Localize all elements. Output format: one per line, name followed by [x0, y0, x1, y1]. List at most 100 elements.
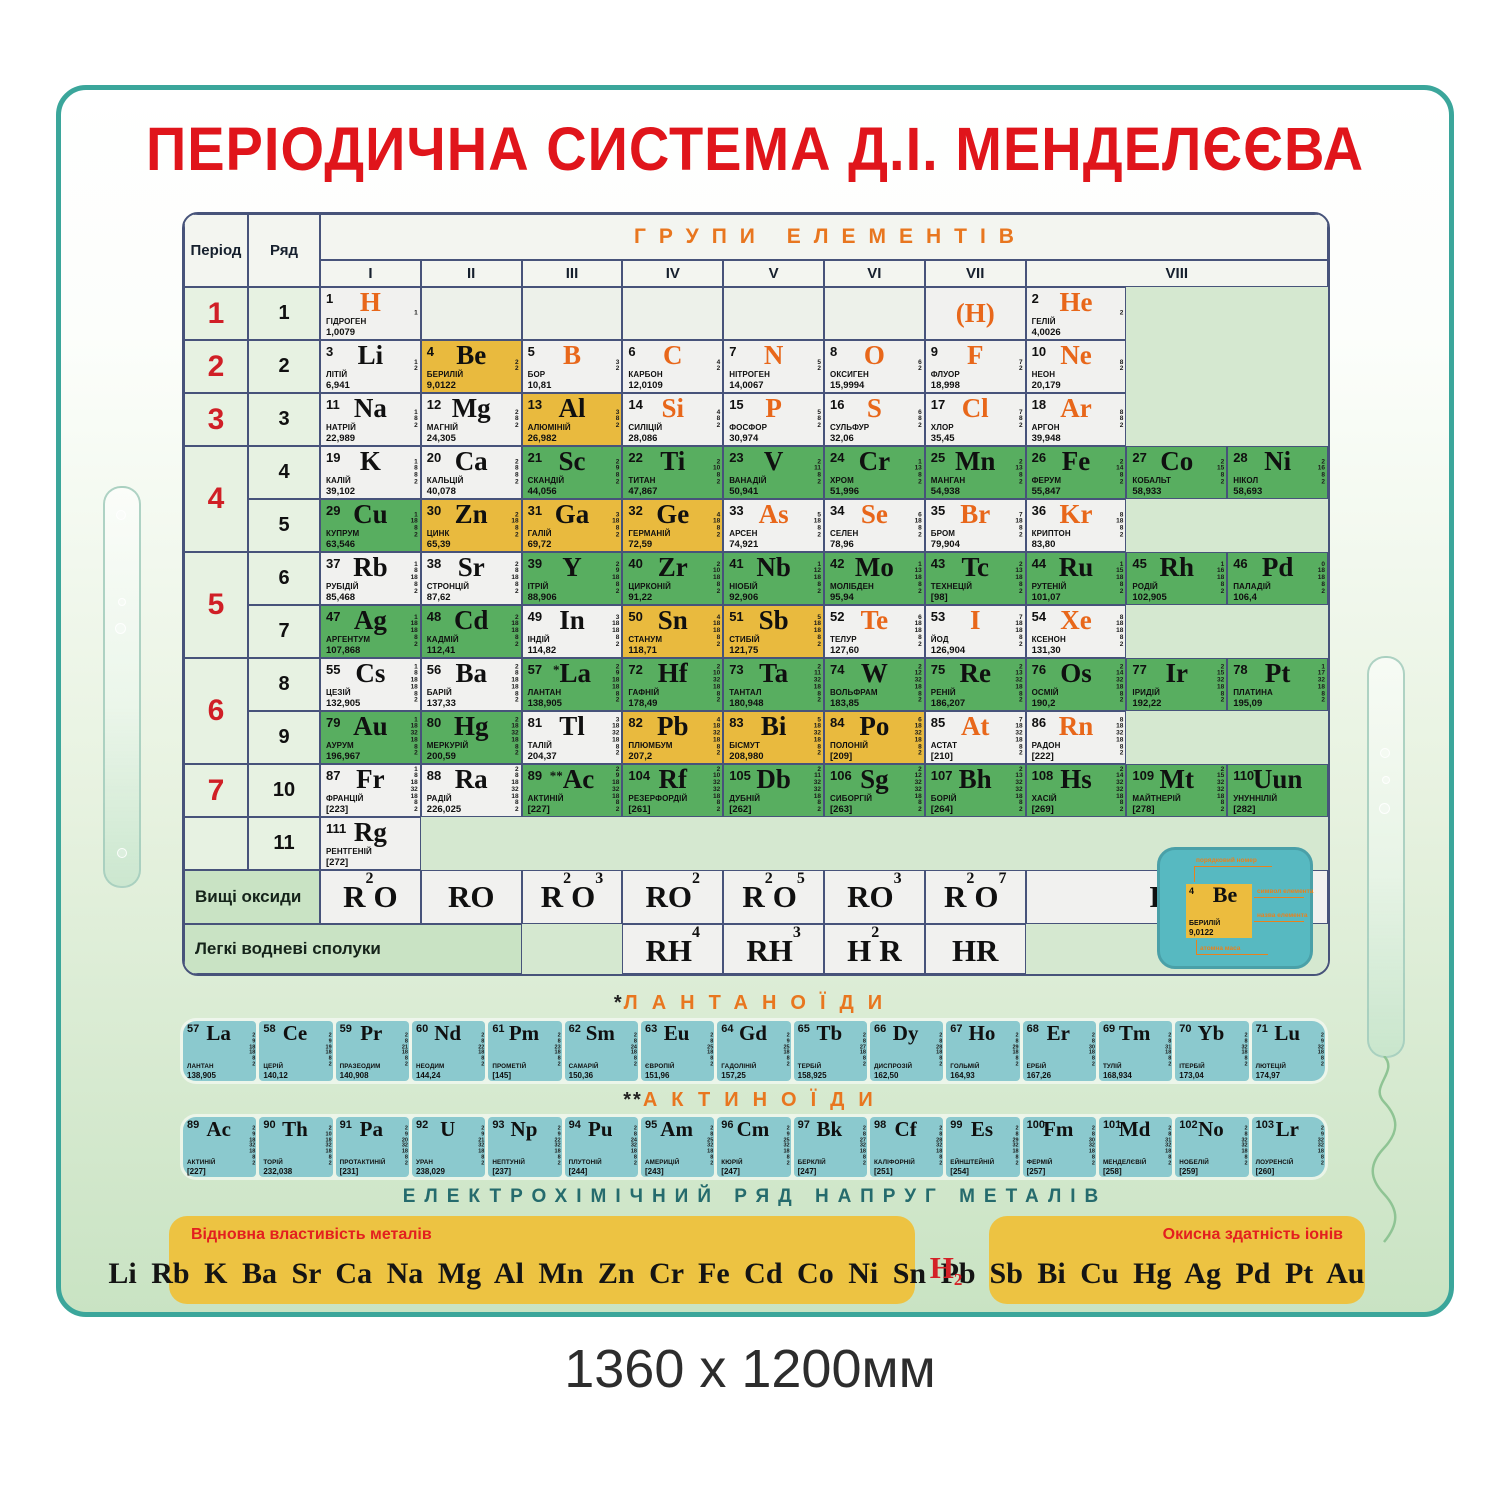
atomic-number: 23	[729, 450, 744, 465]
element-name: АРГОН	[1031, 423, 1060, 432]
element-cell-he: 2 He ГЕЛІЙ 4,0026 2	[1025, 287, 1127, 340]
lanthanide-cell-gd: 64 Gd ГАДОЛІНІЙ 157,25 2 9 25 18 8 2	[717, 1021, 791, 1081]
atomic-number: 81	[527, 715, 543, 730]
atomic-mass: [247]	[721, 1167, 740, 1176]
background-area	[1126, 605, 1328, 658]
element-name: ВАНАДІЙ	[729, 476, 767, 485]
element-cell-pd: 46 Pd ПАЛАДІЙ 106,4 0 18 18 8 2	[1227, 552, 1328, 605]
atomic-mass: [264]	[930, 804, 953, 815]
electron-shells: 2 14 8 2	[1116, 457, 1124, 486]
atomic-mass: 157,25	[721, 1071, 746, 1080]
atomic-mass: 200,59	[426, 751, 456, 762]
element-symbol: Hf	[657, 658, 688, 688]
atomic-mass: 208,980	[729, 751, 764, 762]
legend-line	[1196, 954, 1268, 955]
element-name: ІТЕРБІЙ	[1179, 1063, 1205, 1070]
atomic-mass: 138,905	[527, 698, 562, 709]
element-symbol: Po	[859, 711, 890, 741]
element-symbol: Hs	[1060, 764, 1092, 794]
element-symbol: Rg	[353, 817, 387, 847]
element-symbol: Zr	[657, 552, 688, 582]
atomic-number: 2	[1031, 291, 1039, 306]
hydride-formula-2: RH 3	[723, 924, 824, 974]
electron-shells: 1 8 18 32 18 8 2	[410, 765, 418, 814]
atomic-number: 105	[729, 768, 751, 783]
atomic-number: 5	[527, 344, 535, 359]
empty-cell	[622, 287, 724, 340]
atomic-number: 108	[1031, 768, 1054, 783]
electro-left-series: Li Rb K Ba Sr Ca Na Mg Al Mn Zn Cr Fe Cd…	[108, 1257, 976, 1290]
atomic-number: 6	[628, 344, 636, 359]
element-symbol: Pm	[508, 1021, 540, 1045]
element-cell-b: 5 B БОР 10,81 3 2	[521, 340, 623, 393]
element-cell-co: 27 Co КОБАЛЬТ 58,933 2 15 8 2	[1126, 446, 1228, 499]
element-cell-se: 34 Se СЕЛЕН 78,96 6 18 8 2	[824, 499, 925, 552]
element-cell-as: 33 As АРСЕН 74,921 5 18 8 2	[723, 499, 824, 552]
element-symbol: At	[960, 711, 990, 741]
actinide-cell-md: 101 Md МЕНДЕЛЄВІЙ [258] 2 8 31 32 18 8 2	[1098, 1117, 1173, 1177]
element-symbol: As	[758, 499, 789, 529]
element-name: БІСМУТ	[729, 741, 760, 750]
atomic-mass: [244]	[568, 1167, 588, 1176]
element-symbol: Ta	[759, 658, 789, 688]
electron-shells: 1 18 8 2	[410, 510, 418, 539]
lanthanide-cell-pr: 59 Pr ПРАЗЕОДИМ 140,908 2 8 21 18 8 2	[335, 1021, 409, 1081]
atomic-mass: 39,102	[326, 486, 356, 497]
element-cell-ne: 10 Ne НЕОН 20,179 8 2	[1025, 340, 1127, 393]
element-symbol: Ti	[660, 446, 686, 476]
element-name: ПЛАТИНА	[1233, 688, 1273, 697]
atomic-mass: 78,96	[830, 539, 854, 550]
electron-shells: 2 10 18 8 2	[712, 560, 721, 595]
element-name: РЕЗЕРФОРДІЙ	[628, 794, 688, 803]
element-symbol: Lr	[1275, 1117, 1299, 1141]
atomic-mass: 44,056	[527, 486, 557, 497]
element-name: СТИБІЙ	[729, 635, 760, 644]
atomic-mass: 138,905	[187, 1071, 216, 1080]
electron-shells: 2 8 18 18 8 2	[511, 663, 519, 705]
electron-shells: 2 9 18 32 18 8 2	[612, 765, 620, 814]
hydrogen-compounds-label: Легкі водневі сполуки	[184, 924, 522, 974]
element-symbol: Tl	[559, 711, 585, 741]
group-label-V: V	[723, 260, 824, 287]
element-name: БЕРКЛІЙ	[797, 1159, 826, 1166]
electron-shells: 1 18 18 8 2	[410, 613, 418, 648]
element-name: СИБОРГІЙ	[830, 794, 873, 803]
atomic-number: 80	[426, 715, 442, 730]
oxide-formula-6: RO 3	[824, 870, 925, 924]
element-cell-sb: 51 Sb СТИБІЙ 121,75 5 18 18 8 2	[723, 605, 824, 658]
element-name: ГАДОЛІНІЙ	[721, 1063, 757, 1070]
atomic-number: 66	[873, 1023, 887, 1035]
atomic-number: 47	[326, 609, 341, 624]
electron-shells: 2 11 8 2	[814, 457, 821, 486]
lanthanide-cell-pm: 61 Pm ПРОМЕТІЙ [145] 2 8 23 18 8 2	[488, 1021, 562, 1081]
atomic-number: 65	[797, 1023, 810, 1035]
electron-shells: 2 10 8 2	[712, 457, 721, 486]
element-symbol: Nd	[434, 1021, 462, 1045]
footnote-asterisk: *	[552, 662, 560, 677]
electron-shells: 2 11 32 32 18 8 2	[813, 765, 821, 814]
element-symbol: Mg	[451, 393, 491, 423]
electron-shells: 1 13 18 8 2	[914, 560, 922, 595]
element-symbol: P	[765, 393, 782, 423]
atomic-number: 31	[527, 503, 543, 518]
electron-shells: 2 8 27 18 8 2	[859, 1032, 866, 1068]
element-symbol: V	[763, 446, 784, 476]
atomic-mass: 183,85	[830, 698, 860, 709]
electron-shells: 3 18 8 2	[612, 510, 620, 539]
element-name: РЕНІЙ	[930, 688, 956, 697]
oxide-formula-4: RO 2	[622, 870, 724, 924]
element-name: КАЛІФОРНІЙ	[873, 1159, 915, 1166]
atomic-number: 24	[830, 450, 845, 465]
atomic-number: 36	[1031, 503, 1047, 518]
element-name: ЛОУРЕНСІЙ	[1255, 1159, 1294, 1166]
element-symbol: Na	[353, 393, 387, 423]
atomic-number: 60	[415, 1023, 429, 1035]
atomic-mass: 190,2	[1031, 698, 1056, 709]
element-cell-rb: 37 Rb РУБІДІЙ 85,468 1 8 18 8 2	[320, 552, 421, 605]
element-symbol: Sm	[585, 1021, 615, 1045]
electron-shells: 2 9 18 32 18 8 2	[249, 1125, 256, 1167]
element-symbol: Cs	[355, 658, 386, 688]
element-name: ФРАНЦІЙ	[326, 794, 364, 803]
